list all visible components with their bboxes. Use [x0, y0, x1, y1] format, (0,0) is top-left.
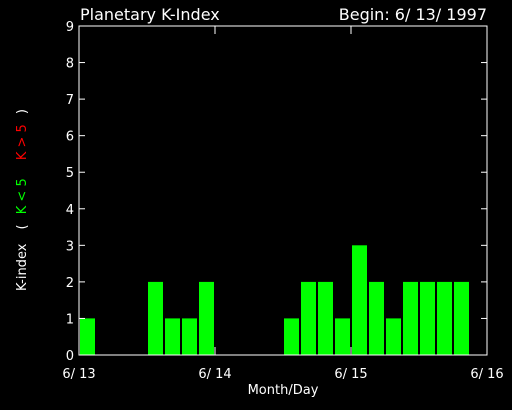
- y-tick-label: 4: [66, 203, 74, 218]
- y-axis-label-high: K > 5: [15, 124, 30, 160]
- y-axis-label-open: (: [15, 224, 30, 229]
- y-tick-labels: 0 1 2 3 4 5 6 7 8 9: [66, 20, 74, 364]
- chart-begin-date: Begin: 6/ 13/ 1997: [339, 5, 487, 24]
- x-tick-label: 6/ 16: [470, 367, 503, 382]
- y-tick-label: 2: [66, 276, 74, 291]
- y-axis-label-close: ): [15, 109, 30, 114]
- y-tick-label: 9: [66, 20, 74, 35]
- bar: [386, 318, 401, 355]
- bar: [420, 281, 435, 355]
- y-tick-label: 1: [66, 312, 74, 327]
- bar: [182, 318, 197, 355]
- x-tick-label: 6/ 15: [334, 367, 367, 382]
- y-axis-label: K-index ( K < 5 K > 5 ): [15, 109, 30, 291]
- bar: [284, 318, 299, 355]
- bar: [335, 318, 350, 355]
- x-axis-label: Month/Day: [248, 383, 319, 398]
- bar: [148, 281, 163, 355]
- bar: [454, 281, 469, 355]
- bar: [437, 281, 452, 355]
- y-axis-label-prefix: K-index: [15, 243, 30, 291]
- y-tick-label: 7: [66, 93, 74, 108]
- y-tick-label: 6: [66, 130, 74, 145]
- plot-frame: [78, 25, 488, 356]
- x-tick-label: 6/ 14: [198, 367, 231, 382]
- bar: [80, 318, 95, 355]
- x-tick-labels: 6/ 13 6/ 14 6/ 15 6/ 16: [62, 367, 503, 382]
- bar: [403, 281, 418, 355]
- y-tick-label: 0: [66, 349, 74, 364]
- y-tick-label: 5: [66, 166, 74, 181]
- y-axis-label-low: K < 5: [15, 178, 30, 214]
- chart-title: Planetary K-Index: [80, 5, 220, 24]
- bar: [352, 245, 367, 355]
- bar: [165, 318, 180, 355]
- bar: [369, 281, 384, 355]
- x-tick-label: 6/ 13: [62, 367, 95, 382]
- y-tick-label: 8: [66, 57, 74, 72]
- bar: [318, 281, 333, 355]
- bar: [301, 281, 316, 355]
- axes-group: [78, 25, 488, 356]
- bars-group: [80, 245, 469, 355]
- bar: [199, 281, 214, 355]
- y-tick-label: 3: [66, 239, 74, 254]
